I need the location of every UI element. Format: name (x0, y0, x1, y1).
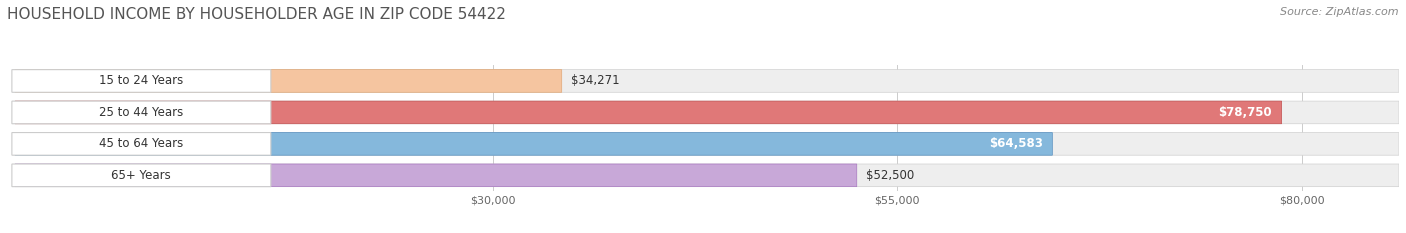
FancyBboxPatch shape (15, 101, 1399, 124)
Text: 45 to 64 Years: 45 to 64 Years (100, 137, 184, 150)
FancyBboxPatch shape (15, 101, 1282, 124)
FancyBboxPatch shape (15, 164, 856, 187)
Text: $52,500: $52,500 (866, 169, 915, 182)
FancyBboxPatch shape (15, 164, 1399, 187)
FancyBboxPatch shape (15, 70, 1399, 92)
FancyBboxPatch shape (15, 70, 562, 92)
FancyBboxPatch shape (15, 133, 1052, 155)
FancyBboxPatch shape (11, 133, 271, 155)
FancyBboxPatch shape (11, 70, 271, 92)
Text: $78,750: $78,750 (1218, 106, 1272, 119)
Text: 15 to 24 Years: 15 to 24 Years (100, 75, 184, 87)
FancyBboxPatch shape (15, 133, 1399, 155)
Text: Source: ZipAtlas.com: Source: ZipAtlas.com (1281, 7, 1399, 17)
FancyBboxPatch shape (11, 164, 271, 187)
Text: HOUSEHOLD INCOME BY HOUSEHOLDER AGE IN ZIP CODE 54422: HOUSEHOLD INCOME BY HOUSEHOLDER AGE IN Z… (7, 7, 506, 22)
FancyBboxPatch shape (11, 101, 271, 124)
Text: 65+ Years: 65+ Years (111, 169, 172, 182)
Text: 25 to 44 Years: 25 to 44 Years (100, 106, 184, 119)
Text: $34,271: $34,271 (571, 75, 620, 87)
Text: $64,583: $64,583 (988, 137, 1043, 150)
